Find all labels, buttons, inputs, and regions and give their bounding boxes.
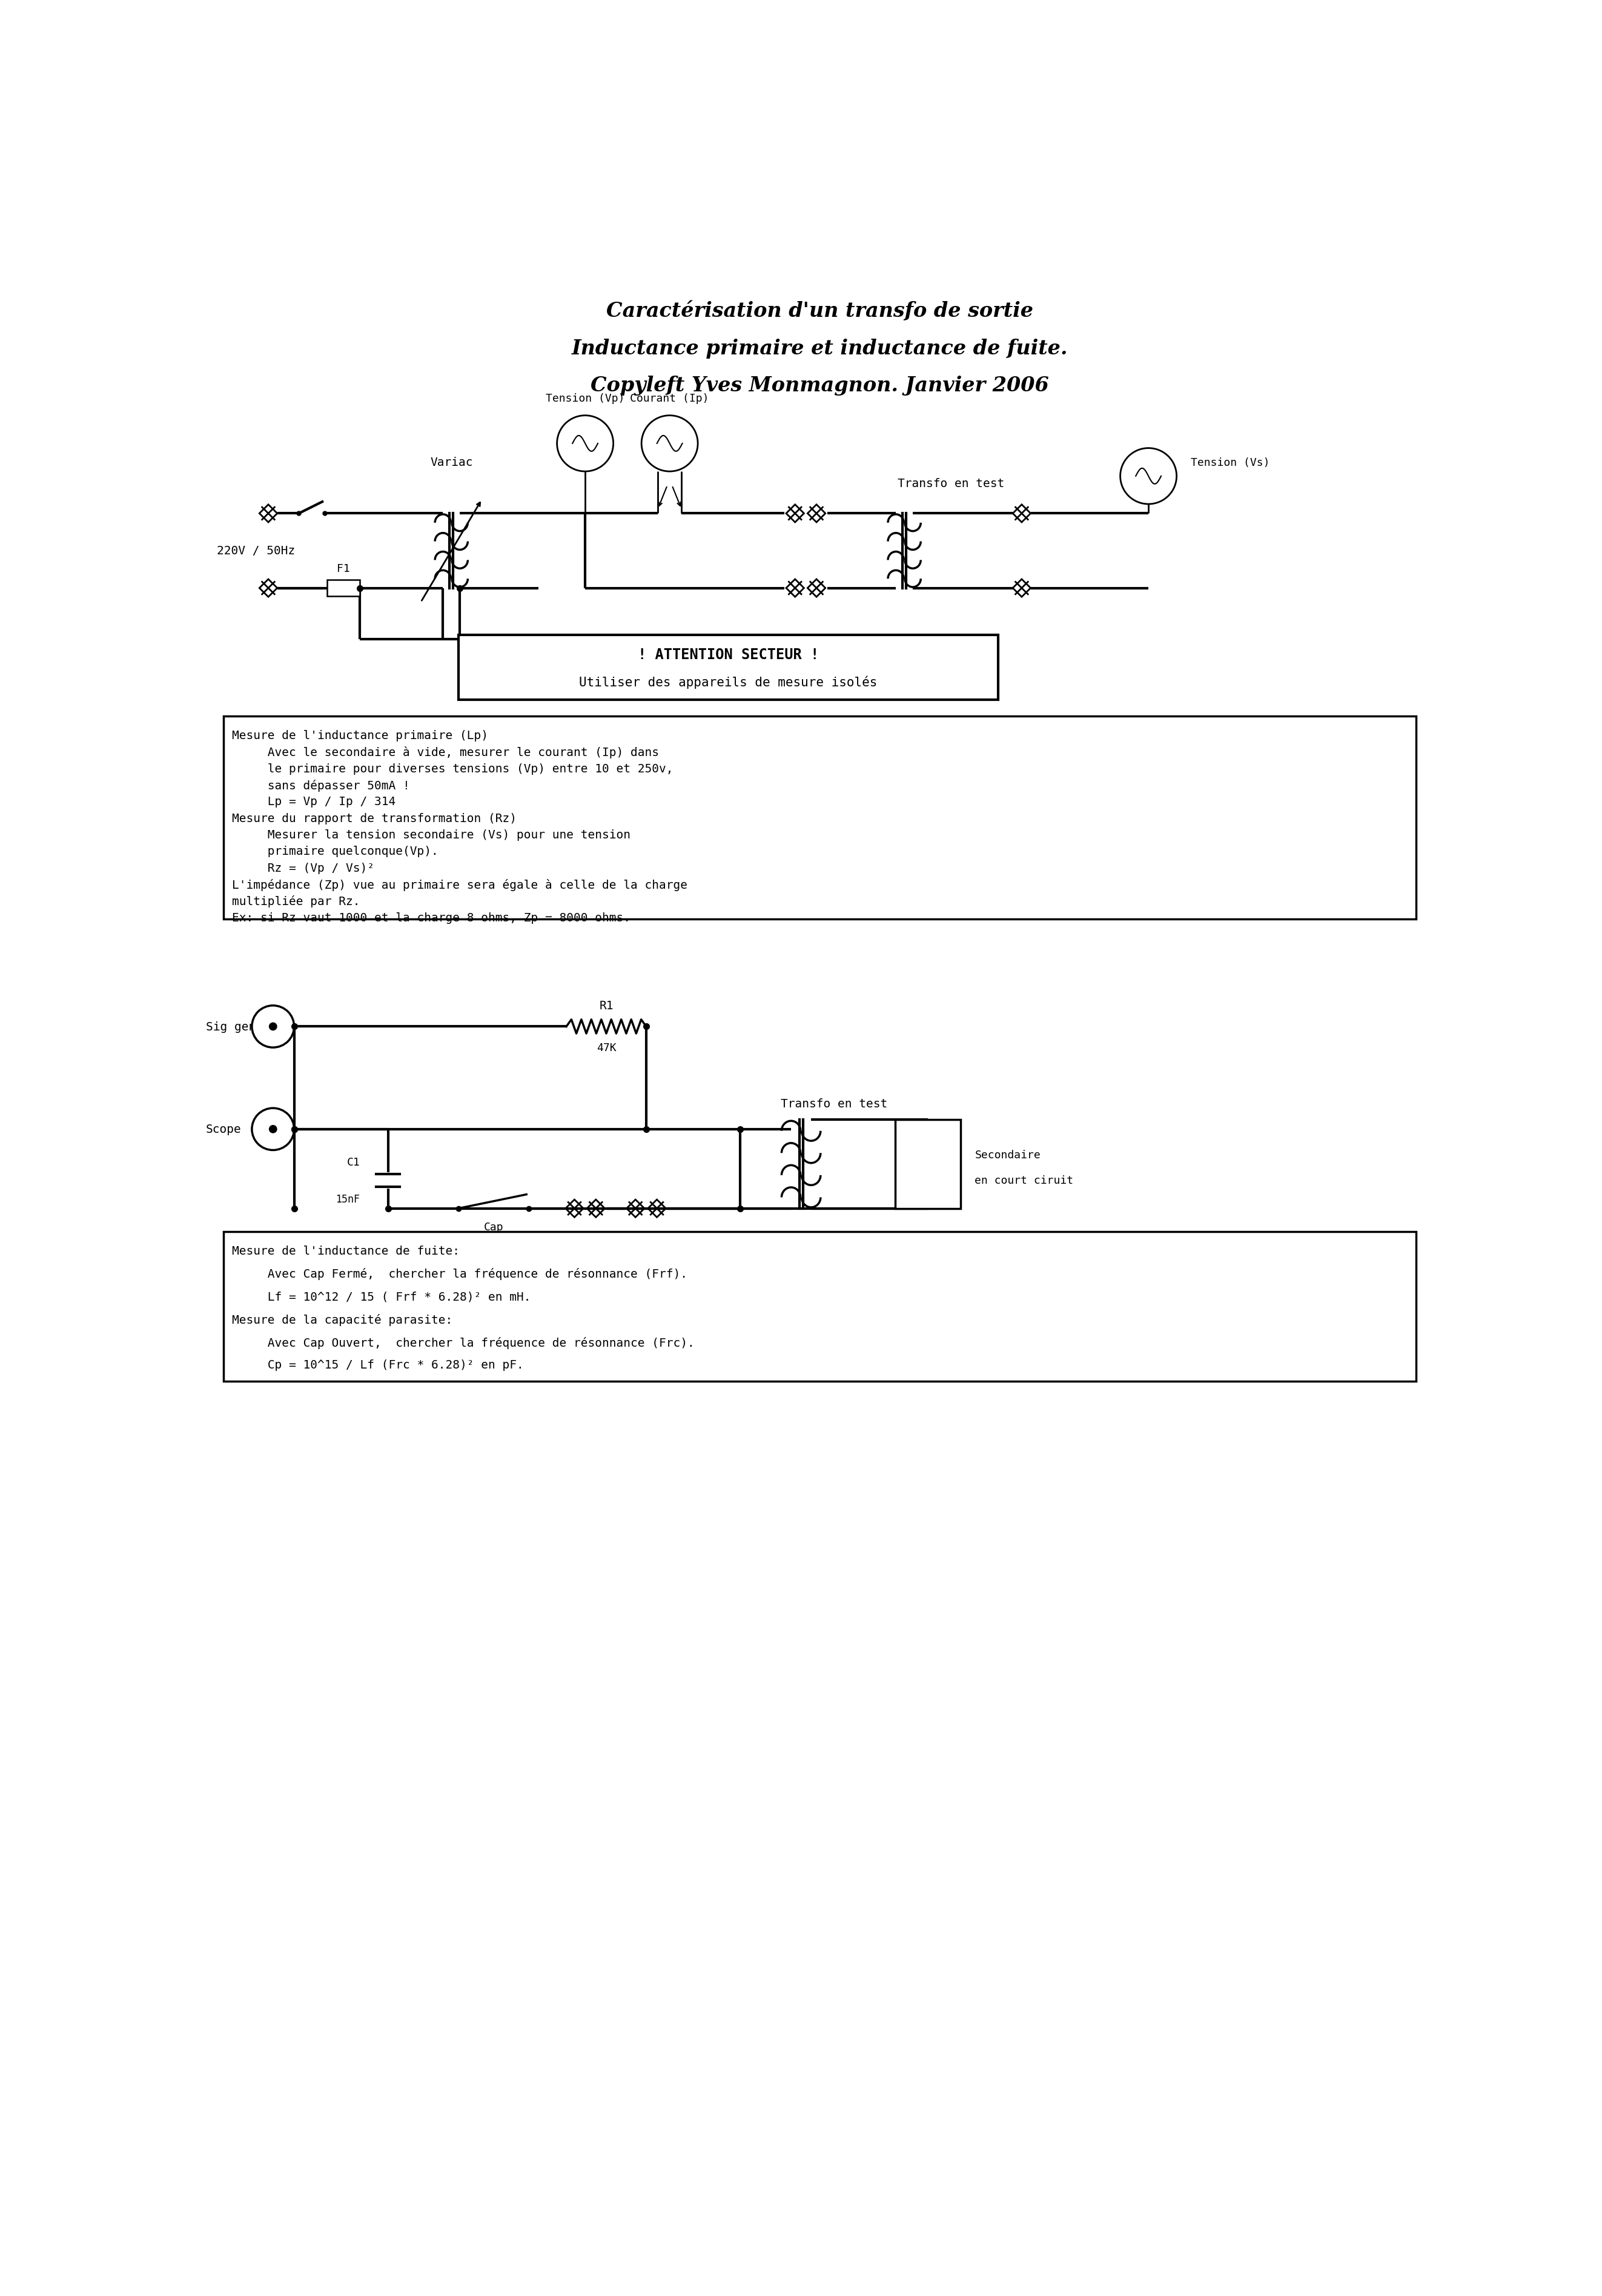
Text: Lf = 10^12 / 15 ( Frf * 6.28)² en mH.: Lf = 10^12 / 15 ( Frf * 6.28)² en mH. [232,1290,532,1302]
Text: Cap: Cap [484,1221,503,1233]
Text: 15nF: 15nF [335,1194,360,1205]
Text: Mesure du rapport de transformation (Rz): Mesure du rapport de transformation (Rz) [232,813,517,824]
Text: Tension (Vp): Tension (Vp) [546,393,625,404]
Text: Rz = (Vp / Vs)²: Rz = (Vp / Vs)² [232,863,375,875]
Text: Sig gen: Sig gen [207,1022,256,1033]
Text: Scope: Scope [207,1123,242,1134]
Bar [896,1120,961,1208]
Text: R1: R1 [599,1001,614,1013]
Text: ! ATTENTION SECTEUR !: ! ATTENTION SECTEUR ! [638,647,819,661]
Text: Cp = 10^15 / Lf (Frc * 6.28)² en pF.: Cp = 10^15 / Lf (Frc * 6.28)² en pF. [232,1359,524,1371]
Text: sans dépasser 50mA !: sans dépasser 50mA ! [232,778,410,792]
Circle shape [269,1024,277,1031]
Text: C1: C1 [346,1157,360,1166]
Text: 220V / 50Hz: 220V / 50Hz [216,546,295,558]
Text: Mesure de l'inductance de fuite:: Mesure de l'inductance de fuite: [232,1244,460,1256]
Text: en court ciruit: en court ciruit [974,1176,1073,1187]
Text: multipliée par Rz.: multipliée par Rz. [232,895,360,907]
Text: L'impédance (Zp) vue au primaire sera égale à celle de la charge: L'impédance (Zp) vue au primaire sera ég… [232,879,687,891]
Text: Inductance primaire et inductance de fuite.: Inductance primaire et inductance de fui… [572,338,1069,358]
Bar [224,1233,1416,1382]
Text: F1: F1 [336,563,349,574]
Circle shape [557,416,614,473]
Text: Lp = Vp / Ip / 314: Lp = Vp / Ip / 314 [232,797,396,808]
Circle shape [252,1006,295,1047]
Text: Mesure de l'inductance primaire (Lp): Mesure de l'inductance primaire (Lp) [232,730,489,742]
Text: Tension (Vs): Tension (Vs) [1190,457,1270,468]
Bar [327,581,360,597]
Text: Avec le secondaire à vide, mesurer le courant (Ip) dans: Avec le secondaire à vide, mesurer le co… [232,746,658,758]
Text: Secondaire: Secondaire [974,1150,1041,1159]
Text: Ex: si Rz vaut 1000 et la charge 8 ohms, Zp = 8000 ohms.: Ex: si Rz vaut 1000 et la charge 8 ohms,… [232,912,631,923]
Bar [224,716,1416,918]
Text: Courant (Ip): Courant (Ip) [630,393,710,404]
Text: Utiliser des appareils de mesure isolés: Utiliser des appareils de mesure isolés [580,675,878,689]
Text: 47K: 47K [596,1042,617,1054]
Circle shape [252,1109,295,1150]
Text: Avec Cap Fermé,  chercher la fréquence de résonnance (Frf).: Avec Cap Fermé, chercher la fréquence de… [232,1267,687,1279]
Text: Copyleft Yves Monmagnon. Janvier 2006: Copyleft Yves Monmagnon. Janvier 2006 [591,377,1049,395]
Text: Caractérisation d'un transfo de sortie: Caractérisation d'un transfo de sortie [606,301,1033,321]
Text: Mesure de la capacité parasite:: Mesure de la capacité parasite: [232,1313,453,1325]
Circle shape [269,1125,277,1134]
Text: le primaire pour diverses tensions (Vp) entre 10 et 250v,: le primaire pour diverses tensions (Vp) … [232,762,673,774]
Text: Avec Cap Ouvert,  chercher la fréquence de résonnance (Frc).: Avec Cap Ouvert, chercher la fréquence d… [232,1336,695,1348]
Circle shape [1120,448,1176,505]
Text: Mesurer la tension secondaire (Vs) pour une tension: Mesurer la tension secondaire (Vs) pour … [232,829,631,840]
Text: Variac: Variac [429,457,473,468]
Text: Transfo en test: Transfo en test [897,478,1004,489]
Bar [458,636,998,700]
Text: primaire quelconque(Vp).: primaire quelconque(Vp). [232,845,439,856]
Text: Transfo en test: Transfo en test [780,1097,888,1109]
Circle shape [641,416,698,473]
